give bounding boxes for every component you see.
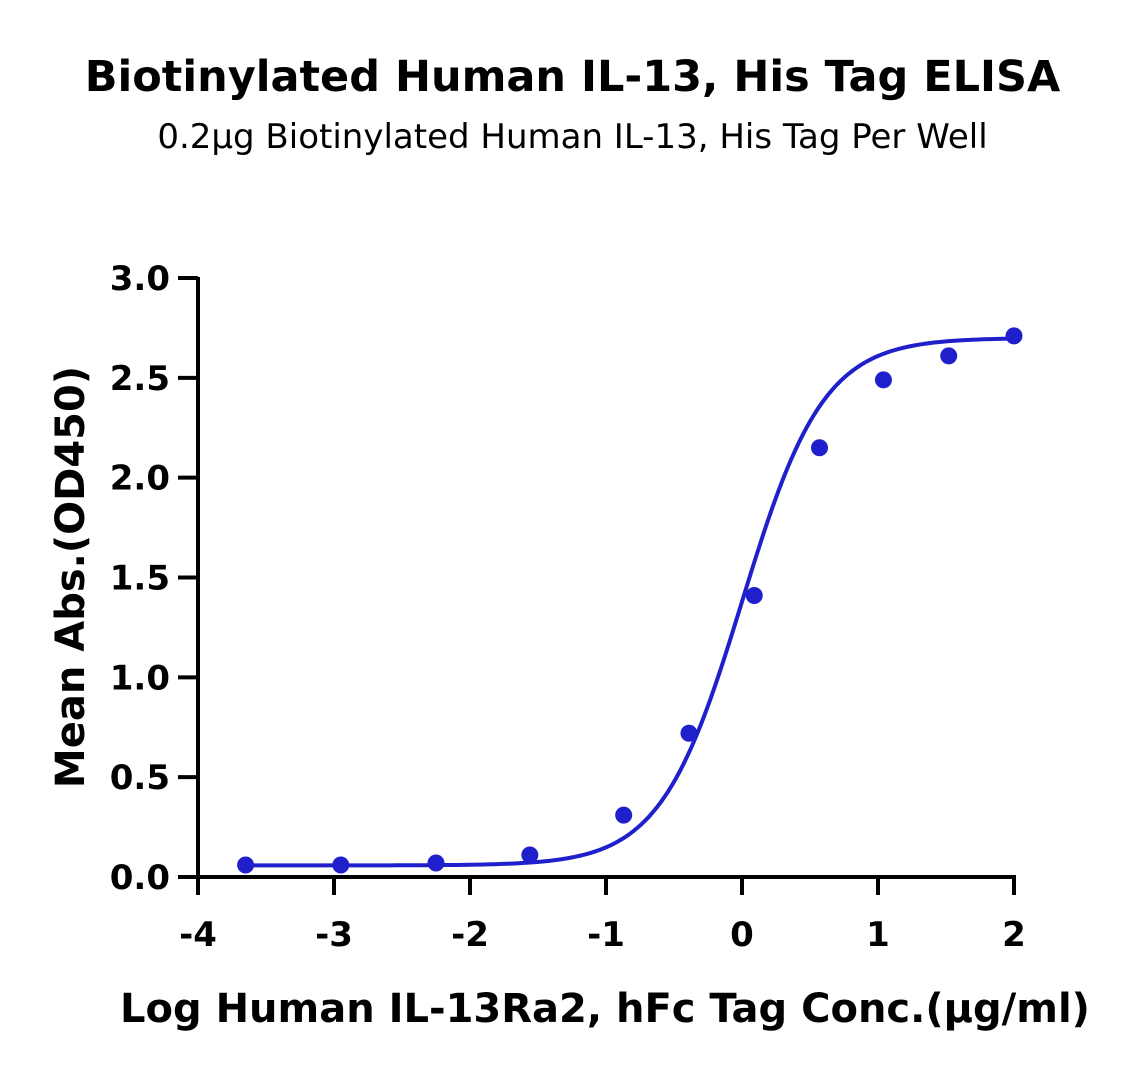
fit-curve-layer [245, 336, 1015, 868]
axes: 0.0 0.5 1.0 1.5 2.0 2.5 3.0 -4 -3 -2 -1 0 1 2 [110, 259, 1026, 955]
data-point [427, 854, 445, 872]
x-tick-label: 1 [866, 915, 890, 955]
data-point [1005, 327, 1023, 345]
data-point [615, 806, 633, 824]
data-point [332, 856, 350, 874]
x-tick-label: 0 [730, 915, 754, 955]
y-tick-label: 1.5 [110, 559, 170, 599]
chart-title: Biotinylated Human IL-13, His Tag ELISA [84, 52, 1061, 102]
y-tick-label: 2.0 [110, 459, 170, 499]
x-tick-label: -2 [451, 915, 489, 955]
data-point [680, 724, 698, 742]
x-tick-label: -1 [587, 915, 625, 955]
data-points-layer [237, 327, 1023, 874]
y-axis-title: Mean Abs.(OD450) [48, 366, 94, 788]
chart-subtitle: 0.2µg Biotinylated Human IL-13, His Tag … [157, 117, 988, 157]
fit-curve [245, 336, 1015, 868]
data-point [745, 586, 763, 604]
y-tick-label: 1.0 [110, 658, 170, 698]
y-tick-label: 3.0 [110, 259, 170, 299]
data-point [237, 856, 255, 874]
y-tick-label: 0.0 [110, 858, 170, 898]
y-tick-label: 2.5 [110, 359, 170, 399]
data-point [521, 846, 539, 864]
y-tick-label: 0.5 [110, 758, 170, 798]
x-tick-label: -4 [179, 915, 217, 955]
x-tick-label: -3 [315, 915, 353, 955]
x-tick-label: 2 [1002, 915, 1026, 955]
data-point [811, 439, 829, 457]
x-axis-title: Log Human IL-13Ra2, hFc Tag Conc.(µg/ml) [120, 986, 1090, 1032]
data-point [874, 371, 892, 389]
data-point [940, 347, 958, 365]
